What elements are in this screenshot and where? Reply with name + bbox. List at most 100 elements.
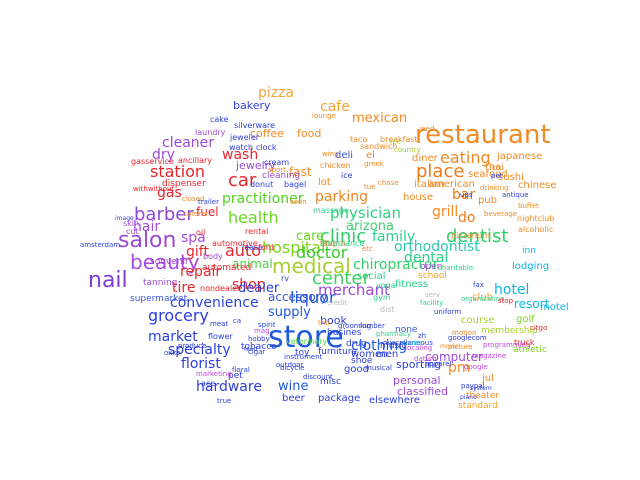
word-138: amsterdam [80, 241, 121, 249]
word-11: auto [225, 241, 262, 260]
word-85: lot [318, 177, 331, 188]
word-36: practitioner [222, 191, 304, 207]
word-125: clock [256, 143, 277, 152]
word-145: oil [196, 228, 206, 237]
word-98: theater [466, 391, 500, 401]
word-51: convenience [170, 295, 259, 311]
word-221: ca [233, 317, 242, 325]
word-131: ace [201, 379, 216, 388]
word-188: programming [483, 341, 531, 349]
word-186: google [464, 363, 488, 371]
word-226: ups [460, 191, 473, 199]
word-209: chase [378, 179, 399, 187]
word-23: pizza [258, 85, 295, 101]
word-213: trailer [198, 198, 219, 206]
word-144: automotive [212, 239, 258, 248]
word-56: hardware [196, 379, 262, 395]
word-124: watch [229, 143, 254, 152]
word-148: ford [258, 243, 274, 252]
word-180: facility [420, 299, 444, 307]
word-119: cleaning [262, 171, 301, 181]
word-75: diner [412, 153, 438, 164]
word-18: liquor [290, 288, 336, 307]
word-109: tobacco [241, 342, 277, 352]
word-110: toy [295, 348, 310, 358]
word-172: school [418, 271, 447, 281]
word-95: package [318, 393, 361, 404]
word-22: cafe [320, 99, 350, 115]
word-45: bar [452, 187, 476, 203]
word-225: antique [502, 191, 529, 199]
word-94: elsewhere [369, 395, 421, 406]
word-141: skin [123, 219, 140, 228]
word-135: meat [210, 320, 229, 328]
word-212: caterer [183, 210, 209, 218]
word-197: cigar [248, 348, 266, 356]
word-164: nightclub [517, 214, 555, 223]
word-82: seafood [468, 169, 508, 180]
word-21: hotel [494, 282, 530, 298]
word-14: station [150, 162, 206, 181]
word-6: place [416, 161, 465, 182]
word-169: sport [268, 166, 286, 174]
word-217: rec [390, 138, 401, 146]
word-90: women [351, 349, 388, 360]
word-191: musical [365, 364, 392, 372]
word-153: cream [264, 158, 290, 167]
word-189: localing [405, 344, 433, 352]
word-41: orthodontist [394, 239, 480, 255]
word-175: fax [473, 281, 484, 289]
word-27: spa [181, 230, 206, 246]
word-99: standard [458, 401, 498, 411]
word-200: grooming [338, 322, 372, 330]
word-151: massage [313, 206, 349, 215]
word-185: magazine [472, 352, 507, 360]
word-137: floral [232, 366, 250, 374]
word-37: care [296, 229, 325, 244]
word-53: specialty [168, 342, 231, 358]
word-28: dry [152, 147, 175, 163]
word-72: fast [289, 165, 312, 179]
word-140: cut [126, 227, 139, 236]
word-66: golf [516, 314, 535, 325]
word-48: merchant [318, 281, 391, 299]
word-1: store [268, 320, 344, 355]
word-86: social [357, 271, 386, 282]
word-198: bicycle [280, 364, 305, 372]
word-228: bbq [320, 239, 336, 248]
word-54: supply [268, 305, 311, 320]
word-108: furniture [318, 347, 357, 357]
word-102: inn [522, 246, 536, 256]
word-10: car [228, 170, 257, 191]
word-76: italian [414, 179, 445, 190]
word-152: bagel [284, 180, 307, 189]
word-223: thu [318, 319, 330, 327]
word-47: parking [315, 189, 368, 205]
word-196: spirit [258, 321, 276, 329]
word-0: restaurant [415, 120, 551, 150]
word-19: grocery [148, 306, 209, 325]
word-80: sushi [498, 172, 524, 183]
word-202: miscellaneous [383, 339, 433, 347]
word-39: arizona [346, 219, 394, 234]
word-71: jewelry [236, 159, 276, 172]
word-16: doctor [296, 243, 348, 262]
word-62: resort [514, 297, 550, 311]
word-123: silverware [234, 121, 276, 130]
word-184: movie [440, 343, 459, 350]
word-179: pharmacy [376, 330, 412, 338]
word-26: hair [133, 219, 161, 235]
word-25: cleaner [162, 135, 215, 151]
word-97: jul [482, 373, 494, 384]
word-143: nondealer [200, 284, 241, 293]
word-107: pet [228, 371, 243, 381]
word-147: lease [242, 243, 264, 252]
word-171: open [420, 262, 443, 272]
word-170: pizzerium [451, 231, 490, 240]
word-219: casino [402, 339, 425, 347]
word-130: oxxo [164, 349, 181, 357]
word-2: salon [118, 228, 177, 253]
word-20: eating [440, 148, 491, 167]
word-67: course [461, 315, 495, 326]
